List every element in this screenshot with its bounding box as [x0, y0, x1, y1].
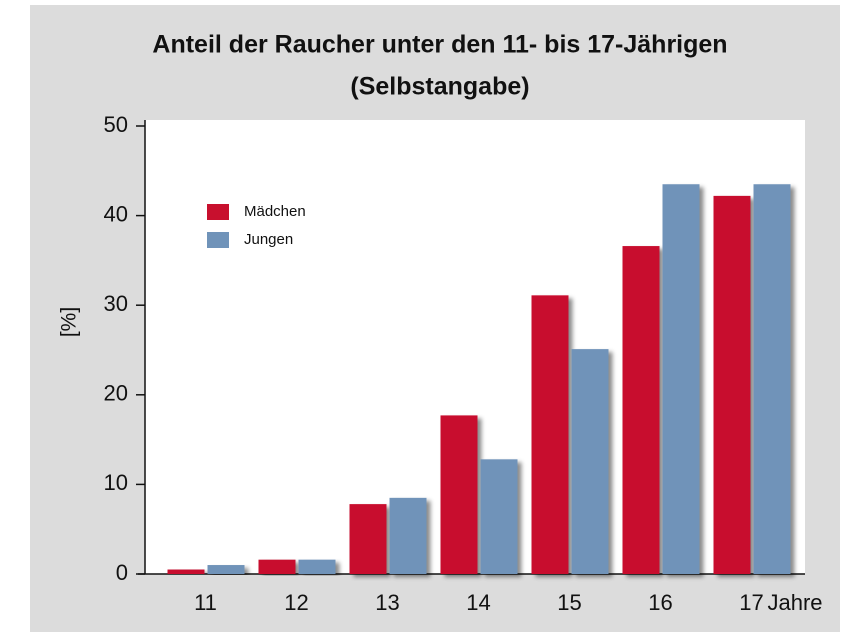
bar: [622, 246, 660, 574]
bar: [662, 184, 700, 575]
bar: [258, 559, 296, 574]
bar: [480, 459, 518, 574]
x-tick-label: 15: [557, 590, 581, 615]
bar: [349, 504, 387, 574]
bar: [207, 565, 245, 574]
bar: [571, 349, 609, 574]
bar: [753, 184, 791, 575]
x-tick-label: 13: [375, 590, 399, 615]
y-axis-label: [%]: [58, 307, 81, 337]
x-tick-label: 14: [466, 590, 490, 615]
bar: [298, 559, 336, 574]
y-tick-label: 20: [104, 381, 128, 406]
x-axis-label: Jahre: [768, 590, 823, 615]
y-tick-label: 30: [104, 291, 128, 316]
legend-swatch: [207, 232, 229, 248]
bar: [531, 295, 569, 574]
y-tick-label: 0: [116, 560, 128, 585]
bar: [167, 569, 205, 574]
x-tick-label: 11: [194, 590, 217, 615]
legend-label: Jungen: [244, 231, 293, 248]
x-tick-label: 12: [284, 590, 308, 615]
legend-swatch: [207, 204, 229, 220]
bar: [713, 195, 751, 574]
chart-subtitle: (Selbstangabe): [350, 73, 529, 101]
bar: [440, 415, 478, 574]
x-tick-label: 16: [648, 590, 672, 615]
x-tick-label: 17: [739, 590, 763, 615]
bar: [389, 497, 427, 574]
y-tick-label: 40: [104, 201, 128, 226]
legend-label: Mädchen: [244, 203, 306, 220]
y-tick-label: 10: [104, 470, 128, 495]
y-tick-label: 50: [104, 112, 128, 137]
chart-title: Anteil der Raucher unter den 11- bis 17-…: [152, 31, 727, 59]
